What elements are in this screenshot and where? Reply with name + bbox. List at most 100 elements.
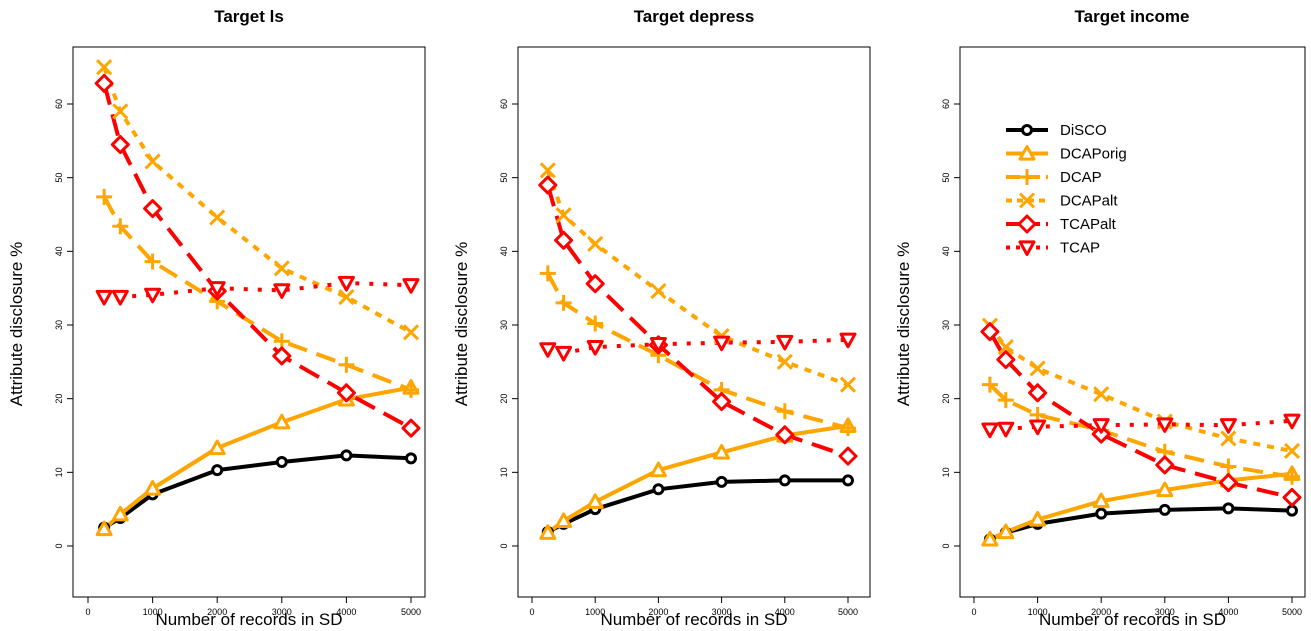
y-tick-label: 0 bbox=[499, 543, 509, 548]
series-line-DCAPorig bbox=[989, 471, 1293, 542]
data-point-DCAP bbox=[1284, 468, 1300, 485]
x-tick-label: 0 bbox=[971, 607, 976, 617]
data-point-DCAPalt bbox=[402, 324, 420, 341]
data-point-DCAP bbox=[776, 403, 793, 420]
y-tick-label: 10 bbox=[499, 467, 509, 477]
data-point-DiSCO bbox=[1286, 504, 1298, 517]
data-point-DCAP bbox=[1220, 458, 1237, 475]
legend-marker-TCAP bbox=[1018, 240, 1036, 256]
data-point-DiSCO bbox=[211, 464, 224, 477]
data-point-DCAPorig bbox=[649, 461, 667, 478]
data-point-DCAP bbox=[96, 188, 113, 205]
data-point-TCAP bbox=[1092, 418, 1110, 434]
data-point-TCAP bbox=[273, 283, 291, 299]
data-point-DCAPalt bbox=[144, 153, 161, 170]
x-tick-label: 0 bbox=[85, 607, 90, 617]
legend-marker-DCAPalt bbox=[1018, 192, 1036, 209]
legend-label-DCAPorig: DCAPorig bbox=[1060, 146, 1127, 163]
x-axis-label: Number of records in SD bbox=[1039, 610, 1226, 629]
data-point-DCAP bbox=[555, 294, 572, 311]
data-point-DCAPorig bbox=[111, 505, 129, 522]
data-point-TCAP bbox=[713, 335, 731, 352]
x-tick-label: 3000 bbox=[712, 607, 732, 617]
x-tick-label: 1000 bbox=[585, 607, 605, 617]
data-point-DCAPorig bbox=[95, 520, 113, 537]
x-tick-label: 4000 bbox=[1218, 607, 1238, 617]
data-point-DCAPorig bbox=[144, 480, 162, 496]
data-point-TCAP bbox=[776, 334, 794, 351]
data-point-DCAPalt bbox=[1220, 430, 1237, 447]
data-point-TCAPalt bbox=[980, 322, 1000, 342]
data-point-DCAPalt bbox=[539, 162, 556, 179]
data-point-TCAPalt bbox=[1028, 383, 1048, 403]
data-point-DCAPorig bbox=[981, 530, 999, 547]
data-point-DCAP bbox=[981, 376, 998, 393]
data-point-TCAP bbox=[1156, 417, 1174, 433]
y-tick-label: 40 bbox=[54, 246, 64, 256]
chart-title: Target ls bbox=[214, 7, 284, 26]
data-point-DCAPorig bbox=[997, 523, 1015, 540]
y-tick-label: 20 bbox=[54, 394, 64, 404]
data-point-TCAP bbox=[981, 422, 999, 439]
data-point-TCAP bbox=[839, 332, 857, 349]
y-axis-label: Attribute disclosure % bbox=[7, 242, 26, 406]
x-tick-label: 3000 bbox=[272, 607, 292, 617]
data-point-DiSCO bbox=[652, 483, 665, 496]
data-point-DCAP bbox=[144, 253, 161, 270]
data-point-TCAPalt bbox=[712, 392, 732, 412]
series-line-DCAPorig bbox=[102, 385, 412, 531]
legend-marker-TCAPalt bbox=[1017, 214, 1037, 234]
data-point-TCAP bbox=[555, 345, 573, 362]
data-point-TCAPalt bbox=[143, 199, 163, 219]
data-point-DCAPalt bbox=[839, 376, 857, 393]
data-point-TCAPalt bbox=[585, 274, 605, 294]
data-point-TCAPalt bbox=[838, 446, 858, 466]
legend-label-TCAPalt: TCAPalt bbox=[1060, 216, 1117, 233]
y-tick-label: 20 bbox=[499, 394, 509, 404]
data-point-TCAP bbox=[402, 278, 420, 294]
series-line-TCAPalt bbox=[102, 82, 412, 430]
data-point-DCAPorig bbox=[555, 512, 573, 529]
data-point-TCAPalt bbox=[775, 425, 795, 445]
data-point-DCAP bbox=[112, 218, 129, 235]
x-tick-label: 1000 bbox=[1028, 607, 1048, 617]
data-point-DiSCO bbox=[275, 456, 288, 469]
x-tick-label: 2000 bbox=[648, 607, 668, 617]
data-point-TCAPalt bbox=[272, 346, 292, 366]
data-point-DCAPalt bbox=[112, 103, 129, 120]
legend-marker-DiSCO bbox=[1021, 124, 1033, 136]
data-point-DCAP bbox=[539, 265, 556, 282]
x-tick-label: 5000 bbox=[838, 607, 858, 617]
data-point-DCAPalt bbox=[273, 260, 290, 277]
data-point-DCAPalt bbox=[1283, 442, 1301, 460]
data-point-DCAPalt bbox=[997, 339, 1014, 356]
chart-title: Target income bbox=[1075, 7, 1190, 26]
y-tick-label: 0 bbox=[54, 543, 64, 548]
data-point-DCAPorig bbox=[1029, 510, 1047, 527]
data-point-TCAP bbox=[208, 281, 226, 297]
chart-panel-3: Target income Number of records in SD Attr… bbox=[894, 7, 1306, 629]
data-point-TCAPalt bbox=[1155, 455, 1175, 475]
data-point-DiSCO bbox=[1095, 507, 1108, 520]
data-point-DiSCO bbox=[405, 452, 417, 465]
data-point-DCAPorig bbox=[273, 413, 291, 430]
data-point-TCAPalt bbox=[554, 230, 574, 250]
data-point-TCAPalt bbox=[94, 73, 114, 93]
data-point-TCAPalt bbox=[1091, 424, 1111, 444]
data-point-DiSCO bbox=[715, 475, 728, 488]
chart-panel-2: Target depress Number of records in SD Att… bbox=[452, 7, 871, 629]
legend-label-TCAP: TCAP bbox=[1060, 240, 1100, 257]
y-tick-label: 40 bbox=[499, 246, 509, 256]
x-tick-label: 4000 bbox=[775, 607, 795, 617]
data-point-DCAPalt bbox=[555, 207, 572, 224]
data-point-TCAP bbox=[337, 275, 355, 292]
x-tick-label: 4000 bbox=[336, 607, 356, 617]
legend-label-DCAPalt: DCAPalt bbox=[1060, 193, 1118, 210]
legend: DiSCO DCAPorig DCAP DCAPalt TCAPalt TCAP bbox=[1006, 122, 1127, 257]
legend-marker-DCAP bbox=[1019, 169, 1035, 185]
data-point-TCAPalt bbox=[1218, 473, 1238, 493]
data-point-DCAP bbox=[587, 315, 604, 332]
data-point-TCAPalt bbox=[996, 350, 1016, 370]
x-axis-label: Number of records in SD bbox=[600, 610, 787, 629]
data-point-TCAP bbox=[95, 289, 113, 306]
